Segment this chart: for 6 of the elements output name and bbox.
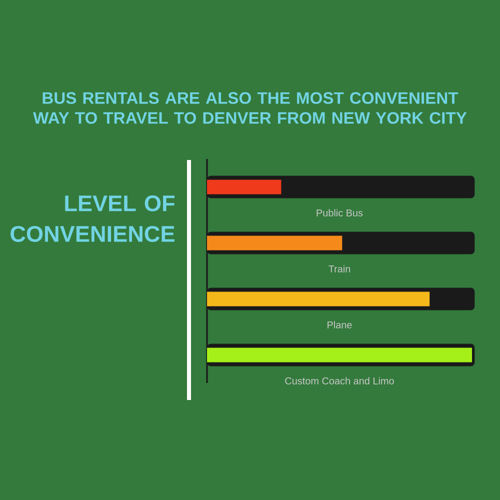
y-tick-label: Custom Coach and Limo [285, 377, 394, 384]
y-axis-title: LEVEL OF CONVENIENCE [10, 195, 174, 242]
y-tick-label: Train [328, 265, 350, 272]
y-tick-label: Plane [328, 321, 352, 328]
chart-title: BUS RENTALS ARE ALSO THE MOST CONVENIENT WAY TO TRAVEL TO DENVER FROM NEW YORK CITY [33, 92, 467, 124]
y-tick-label: Public Bus [316, 209, 363, 216]
